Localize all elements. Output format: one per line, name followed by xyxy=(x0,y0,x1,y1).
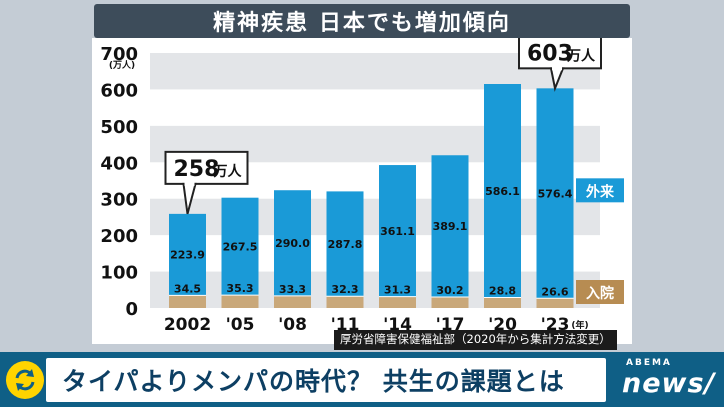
inpatient-value-label: 30.2 xyxy=(436,284,463,297)
annotation-unit: 万人 xyxy=(213,163,243,180)
outpatient-value-label: 287.8 xyxy=(328,238,363,251)
inpatient-value-label: 31.3 xyxy=(384,284,411,297)
outpatient-value-label: 290.0 xyxy=(275,237,310,250)
legend-inpatient-box xyxy=(576,280,624,304)
y-unit-label: (万人) xyxy=(109,59,135,71)
outpatient-value-label: 576.4 xyxy=(538,187,573,200)
outpatient-value-label: 267.5 xyxy=(223,240,258,253)
bar-outpatient xyxy=(379,165,416,297)
x-unit-label: (年) xyxy=(571,319,588,331)
inpatient-value-label: 32.3 xyxy=(331,283,358,296)
bar-inpatient xyxy=(379,296,416,308)
x-tick-label: '05 xyxy=(226,315,255,335)
bar-inpatient xyxy=(431,296,469,308)
y-tick-label: 200 xyxy=(100,226,138,247)
bar-chart: 0 100 200 300 400 500 600 700(万人) 34.5 223.9 2002 3… xyxy=(100,35,624,335)
annotation-pointer-mask xyxy=(184,181,195,186)
logo-brand: ABEMA xyxy=(626,358,672,368)
legend-inpatient-label: 入院 xyxy=(586,285,614,302)
bar-inpatient xyxy=(274,295,311,308)
caption-box: タイパよりメンパの時代？ 共生の課題とは xyxy=(46,358,606,402)
inpatient-value-label: 33.3 xyxy=(279,283,306,296)
y-tick-label: 300 xyxy=(100,190,138,211)
bar-inpatient xyxy=(221,295,259,308)
legend-outpatient-label: 外来 xyxy=(586,183,615,200)
legend-outpatient-box xyxy=(576,178,624,203)
x-tick-label: '08 xyxy=(278,315,307,335)
bar-outpatient xyxy=(274,190,311,296)
bar-inpatient xyxy=(536,298,574,308)
bar-outpatient xyxy=(221,197,259,296)
bar-outpatient xyxy=(431,155,469,297)
refresh-icon xyxy=(6,361,44,399)
outpatient-value-label: 361.1 xyxy=(380,225,415,238)
bar-outpatient xyxy=(326,191,364,297)
inpatient-value-label: 35.3 xyxy=(226,282,253,295)
inpatient-value-label: 34.5 xyxy=(174,282,201,295)
annotation-value: 603 xyxy=(527,41,573,66)
grid-band xyxy=(150,198,600,236)
y-tick-label: 100 xyxy=(100,263,138,284)
inpatient-value-label: 26.6 xyxy=(541,285,568,298)
y-tick-label: 500 xyxy=(100,117,138,138)
x-tick-label: 2002 xyxy=(164,315,211,335)
abema-news-logo: ABEMA news/ xyxy=(618,356,720,404)
y-tick-label: 0 xyxy=(125,299,138,320)
inpatient-value-label: 28.8 xyxy=(489,285,516,298)
y-tick-label: 700 xyxy=(100,44,138,65)
outpatient-value-label: 223.9 xyxy=(170,249,205,262)
annotation-pointer-mask xyxy=(552,66,562,71)
logo-news: news/ xyxy=(622,368,716,399)
title-bar: 精神疾患 日本でも増加傾向 xyxy=(94,4,630,38)
annotation-value: 258 xyxy=(174,157,220,182)
chart-panel: 0 100 200 300 400 500 600 700 (万人) 34.5 223.9 2002 3… xyxy=(92,35,632,344)
source-note: 厚労省障害保健福祉部（2020年から集計方法変更） xyxy=(334,330,617,350)
y-tick-label: 600 xyxy=(100,80,138,101)
annotation-box xyxy=(164,150,249,185)
outpatient-value-label: 389.1 xyxy=(433,220,468,233)
bar-outpatient xyxy=(484,84,521,298)
grid-band xyxy=(150,271,600,308)
y-tick-label: 400 xyxy=(100,153,138,174)
bar-outpatient xyxy=(536,88,574,299)
bar-inpatient xyxy=(484,297,521,308)
annotation-unit: 万人 xyxy=(566,47,596,64)
outpatient-value-label: 586.1 xyxy=(485,185,520,198)
bar-outpatient xyxy=(169,213,206,296)
bar-inpatient xyxy=(169,295,206,308)
bar-inpatient xyxy=(326,296,364,308)
caption-text: タイパよりメンパの時代？ 共生の課題とは xyxy=(62,367,565,396)
chart-title: 精神疾患 日本でも増加傾向 xyxy=(213,11,511,36)
